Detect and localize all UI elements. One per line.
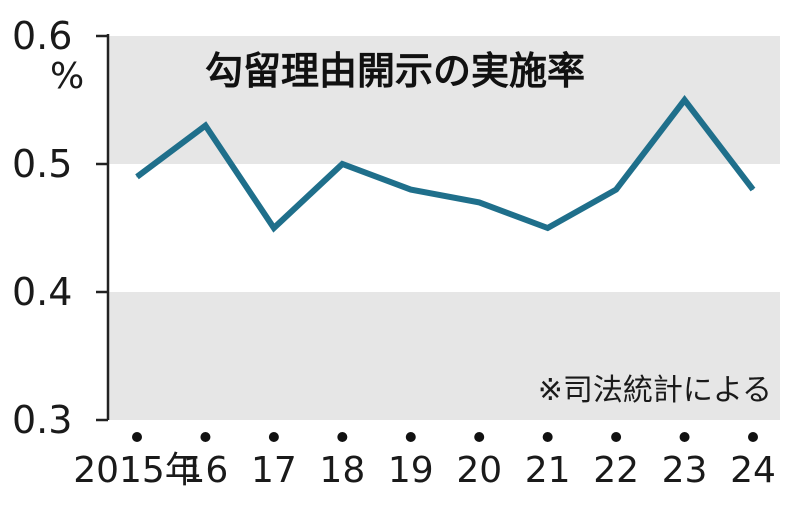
y-tick-label: 0.6 [12, 14, 72, 58]
background-bands [108, 36, 780, 420]
y-tick-label: 0.3 [12, 398, 72, 442]
y-unit-label: % [50, 56, 84, 97]
x-tick-label: 2015年 [73, 450, 201, 491]
x-tick-dot [542, 432, 553, 442]
data-series [135, 95, 756, 233]
chart-title: 勾留理由開示の実施率 [205, 49, 585, 93]
x-tick-dot [337, 432, 348, 442]
data-point [752, 189, 754, 191]
x-tick-label: 17 [251, 450, 297, 491]
band-0 [108, 292, 780, 420]
band-1 [108, 164, 780, 292]
x-tick-label: 23 [662, 450, 708, 491]
x-tick-label: 21 [525, 450, 571, 491]
series-line [135, 95, 756, 233]
data-point [136, 176, 138, 178]
x-tick-dot [200, 432, 211, 442]
data-point [478, 201, 480, 203]
data-point [341, 163, 343, 165]
x-tick-label: 19 [388, 450, 434, 491]
x-tick-label: 16 [183, 450, 229, 491]
y-tick-label: 0.5 [12, 142, 72, 186]
y-ticks: 0.3 0.4 0.5 0.6 [12, 14, 108, 442]
x-tick-dot [679, 432, 690, 442]
data-point [615, 189, 617, 191]
x-tick-dot [405, 432, 416, 442]
x-tick-dot [474, 432, 485, 442]
x-tick-dot [611, 432, 622, 442]
data-point [547, 227, 549, 229]
x-tick-dot [132, 432, 142, 442]
x-tick-dot [268, 432, 279, 442]
y-tick-label: 0.4 [12, 270, 72, 314]
x-tick-dot [748, 432, 758, 442]
data-point [410, 189, 412, 191]
x-tick-label: 24 [730, 450, 776, 491]
data-point [204, 125, 206, 127]
x-tick-label: 22 [593, 450, 639, 491]
x-tick-label: 20 [456, 450, 502, 491]
data-point [684, 99, 686, 101]
data-point [273, 227, 275, 229]
source-note: ※司法統計による [538, 373, 772, 408]
x-tick-label: 18 [319, 450, 365, 491]
